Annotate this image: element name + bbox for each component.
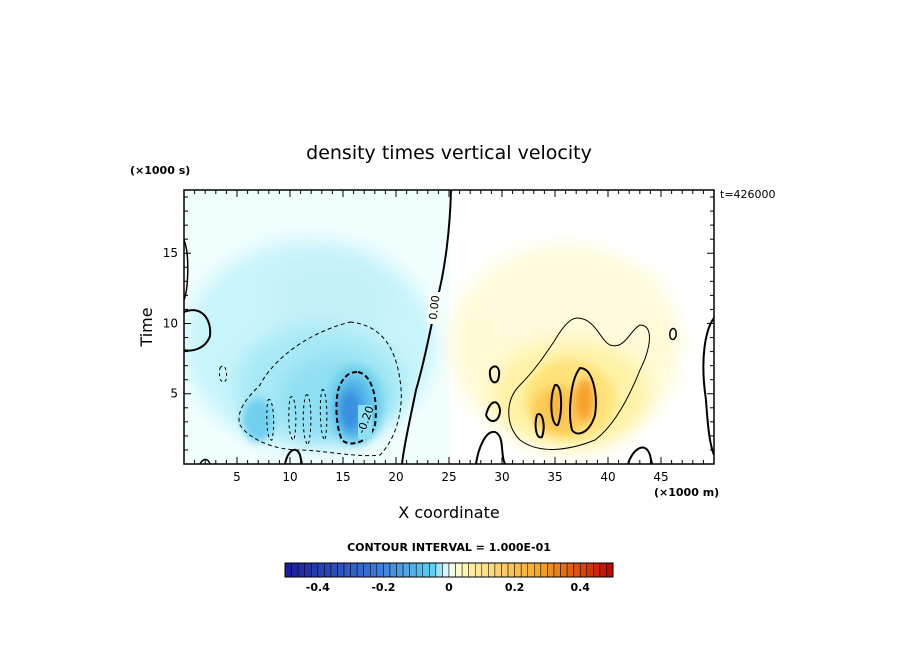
colorbar-frame [284,562,614,578]
colorbar-swatch [566,562,574,578]
colorbar-tick-label: -0.2 [371,581,395,594]
colorbar-swatch [494,562,502,578]
colorbar-tick-label: 0.2 [505,581,525,594]
colorbar-swatch [297,562,305,578]
colorbar-swatch [520,562,528,578]
colorbar-swatch [402,562,410,578]
colorbar-swatch [481,562,489,578]
colorbar-swatch [330,562,338,578]
x-tick-label: 30 [494,470,509,484]
colorbar-swatch [409,562,417,578]
colorbar-swatch [389,562,397,578]
colorbar-tick-label: -0.4 [306,581,330,594]
colorbar-swatch [415,562,424,578]
x-tick-label: 5 [233,470,241,484]
colorbar-tick-label: 0.4 [570,581,590,594]
colorbar-swatch [356,562,364,578]
colorbar-swatch [429,562,437,578]
colorbar-swatch [599,562,607,578]
colorbar-swatch [363,562,371,578]
colorbar-swatch [547,562,555,578]
colorbar-swatch [343,562,351,578]
colorbar-swatch [514,562,522,578]
colorbar-swatch [468,562,476,578]
colorbar-swatch [593,562,601,578]
colorbar-swatch [573,562,581,578]
colorbar-swatch [396,562,404,578]
colorbar-swatch [507,562,515,578]
colorbar-swatch [442,562,450,578]
colorbar-swatch [586,562,594,578]
colorbar-swatch [422,562,430,578]
colorbar-swatch [337,562,345,578]
x-axis-label: X coordinate [398,503,499,522]
colorbar-swatch [488,562,496,578]
colorbar-swatch [324,562,332,578]
colorbar-swatch [461,562,469,578]
contour-label-zero: 0.00 [427,295,443,321]
colorbar-swatch [350,562,358,578]
y-unit-label: (×1000 s) [130,164,190,177]
x-tick-label: 35 [547,470,562,484]
colorbar-swatch [383,562,391,578]
colorbar-swatch [534,562,542,578]
colorbar [284,562,614,578]
colorbar-swatch [435,562,443,578]
y-tick-label: 10 [163,316,178,330]
colorbar-swatch [553,562,561,578]
x-tick-label: 20 [388,470,403,484]
colorbar-swatch [455,562,463,578]
x-tick-label: 10 [282,470,297,484]
colorbar-swatch [540,562,548,578]
chart-title: density times vertical velocity [306,142,592,164]
colorbar-swatch [579,562,588,578]
y-tick-label: 5 [170,387,178,401]
colorbar-swatch [376,562,384,578]
colorbar-swatch [284,562,292,578]
x-unit-label: (×1000 m) [654,486,719,499]
x-tick-label: 45 [653,470,668,484]
colorbar-swatch [501,562,509,578]
colorbar-swatch [448,562,456,578]
x-tick-label: 15 [335,470,350,484]
colorbar-swatch [291,562,299,578]
axis-ticks: 5 10 15 20 25 30 35 40 45 5 10 15 [163,190,714,484]
x-tick-label: 25 [441,470,456,484]
colorbar-swatch [310,562,319,578]
y-axis-label: Time [137,307,156,347]
colorbar-swatch [370,562,378,578]
heatmap-field: 0.00 -0.20 [184,190,714,464]
y-tick-label: 15 [163,246,178,260]
x-tick-label: 40 [600,470,615,484]
colorbar-swatch [474,562,483,578]
colorbar-swatch [304,562,312,578]
colorbar-tick-label: 0 [445,581,453,594]
colorbar-swatch [527,562,535,578]
colorbar-swatch [606,562,614,578]
contour-interval-label: CONTOUR INTERVAL = 1.000E-01 [347,541,551,554]
colorbar-labels: -0.4 -0.2 0 0.2 0.4 [306,581,591,594]
colorbar-swatch [317,562,325,578]
colorbar-swatch [560,562,568,578]
time-stamp: t=426000 [720,188,776,201]
